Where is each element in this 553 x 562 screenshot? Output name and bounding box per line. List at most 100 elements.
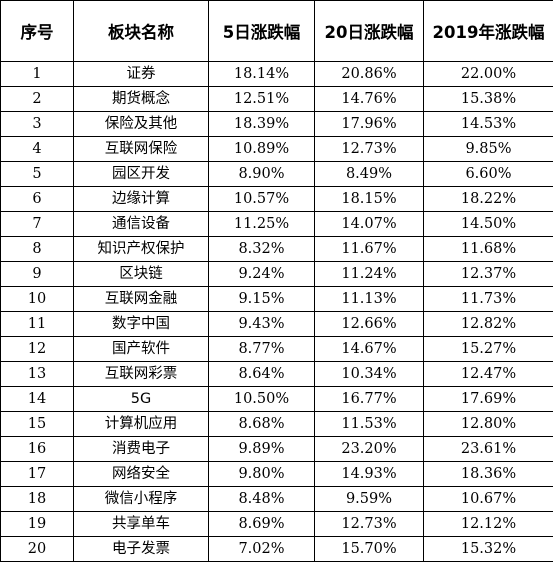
cell-sector-name[interactable]: 数字中国 (74, 312, 209, 337)
cell-20day-change[interactable]: 14.93% (315, 462, 424, 487)
cell-sector-name[interactable]: 消费电子 (74, 437, 209, 462)
cell-2019-change[interactable]: 11.68% (424, 237, 553, 262)
cell-sector-name[interactable]: 互联网保险 (74, 137, 209, 162)
cell-2019-change[interactable]: 22.00% (424, 62, 553, 87)
cell-20day-change[interactable]: 14.67% (315, 337, 424, 362)
cell-sector-name[interactable]: 计算机应用 (74, 412, 209, 437)
cell-2019-change[interactable]: 12.80% (424, 412, 553, 437)
cell-20day-change[interactable]: 12.73% (315, 137, 424, 162)
header-cell-2019-change[interactable]: 2019年涨跌幅 (424, 1, 553, 62)
cell-index[interactable]: 20 (1, 537, 74, 562)
cell-2019-change[interactable]: 14.50% (424, 212, 553, 237)
cell-index[interactable]: 17 (1, 462, 74, 487)
cell-sector-name[interactable]: 证券 (74, 62, 209, 87)
cell-index[interactable]: 1 (1, 62, 74, 87)
cell-index[interactable]: 3 (1, 112, 74, 137)
cell-sector-name[interactable]: 保险及其他 (74, 112, 209, 137)
cell-5day-change[interactable]: 8.68% (209, 412, 315, 437)
cell-5day-change[interactable]: 18.14% (209, 62, 315, 87)
cell-sector-name[interactable]: 国产软件 (74, 337, 209, 362)
cell-index[interactable]: 15 (1, 412, 74, 437)
cell-index[interactable]: 19 (1, 512, 74, 537)
cell-20day-change[interactable]: 23.20% (315, 437, 424, 462)
header-cell-5day-change[interactable]: 5日涨跌幅 (209, 1, 315, 62)
cell-5day-change[interactable]: 10.57% (209, 187, 315, 212)
cell-index[interactable]: 5 (1, 162, 74, 187)
cell-20day-change[interactable]: 15.70% (315, 537, 424, 562)
cell-20day-change[interactable]: 14.07% (315, 212, 424, 237)
cell-index[interactable]: 4 (1, 137, 74, 162)
cell-2019-change[interactable]: 12.37% (424, 262, 553, 287)
cell-index[interactable]: 8 (1, 237, 74, 262)
cell-2019-change[interactable]: 12.82% (424, 312, 553, 337)
cell-index[interactable]: 14 (1, 387, 74, 412)
cell-sector-name[interactable]: 5G (74, 387, 209, 412)
cell-5day-change[interactable]: 10.50% (209, 387, 315, 412)
cell-sector-name[interactable]: 知识产权保护 (74, 237, 209, 262)
cell-20day-change[interactable]: 11.67% (315, 237, 424, 262)
cell-index[interactable]: 12 (1, 337, 74, 362)
cell-5day-change[interactable]: 9.89% (209, 437, 315, 462)
cell-sector-name[interactable]: 微信小程序 (74, 487, 209, 512)
cell-index[interactable]: 10 (1, 287, 74, 312)
cell-20day-change[interactable]: 12.66% (315, 312, 424, 337)
cell-20day-change[interactable]: 12.73% (315, 512, 424, 537)
cell-sector-name[interactable]: 区块链 (74, 262, 209, 287)
cell-2019-change[interactable]: 10.67% (424, 487, 553, 512)
cell-5day-change[interactable]: 8.32% (209, 237, 315, 262)
cell-index[interactable]: 11 (1, 312, 74, 337)
cell-5day-change[interactable]: 9.80% (209, 462, 315, 487)
cell-2019-change[interactable]: 17.69% (424, 387, 553, 412)
cell-5day-change[interactable]: 18.39% (209, 112, 315, 137)
cell-5day-change[interactable]: 8.69% (209, 512, 315, 537)
cell-sector-name[interactable]: 边缘计算 (74, 187, 209, 212)
cell-sector-name[interactable]: 共享单车 (74, 512, 209, 537)
cell-20day-change[interactable]: 11.24% (315, 262, 424, 287)
cell-5day-change[interactable]: 11.25% (209, 212, 315, 237)
cell-2019-change[interactable]: 12.12% (424, 512, 553, 537)
cell-index[interactable]: 16 (1, 437, 74, 462)
cell-index[interactable]: 2 (1, 87, 74, 112)
cell-index[interactable]: 7 (1, 212, 74, 237)
cell-2019-change[interactable]: 12.47% (424, 362, 553, 387)
cell-2019-change[interactable]: 11.73% (424, 287, 553, 312)
cell-20day-change[interactable]: 16.77% (315, 387, 424, 412)
cell-20day-change[interactable]: 17.96% (315, 112, 424, 137)
cell-5day-change[interactable]: 9.43% (209, 312, 315, 337)
cell-5day-change[interactable]: 8.64% (209, 362, 315, 387)
cell-index[interactable]: 18 (1, 487, 74, 512)
cell-sector-name[interactable]: 园区开发 (74, 162, 209, 187)
cell-sector-name[interactable]: 互联网彩票 (74, 362, 209, 387)
header-cell-sector-name[interactable]: 板块名称 (74, 1, 209, 62)
cell-2019-change[interactable]: 18.36% (424, 462, 553, 487)
cell-sector-name[interactable]: 期货概念 (74, 87, 209, 112)
cell-20day-change[interactable]: 8.49% (315, 162, 424, 187)
cell-2019-change[interactable]: 15.27% (424, 337, 553, 362)
cell-2019-change[interactable]: 14.53% (424, 112, 553, 137)
cell-sector-name[interactable]: 电子发票 (74, 537, 209, 562)
header-cell-index[interactable]: 序号 (1, 1, 74, 62)
cell-index[interactable]: 13 (1, 362, 74, 387)
cell-sector-name[interactable]: 互联网金融 (74, 287, 209, 312)
cell-20day-change[interactable]: 11.13% (315, 287, 424, 312)
cell-20day-change[interactable]: 14.76% (315, 87, 424, 112)
cell-5day-change[interactable]: 8.77% (209, 337, 315, 362)
cell-index[interactable]: 6 (1, 187, 74, 212)
header-cell-20day-change[interactable]: 20日涨跌幅 (315, 1, 424, 62)
cell-5day-change[interactable]: 12.51% (209, 87, 315, 112)
cell-2019-change[interactable]: 23.61% (424, 437, 553, 462)
cell-2019-change[interactable]: 15.32% (424, 537, 553, 562)
cell-20day-change[interactable]: 9.59% (315, 487, 424, 512)
cell-2019-change[interactable]: 15.38% (424, 87, 553, 112)
cell-2019-change[interactable]: 18.22% (424, 187, 553, 212)
cell-sector-name[interactable]: 通信设备 (74, 212, 209, 237)
cell-sector-name[interactable]: 网络安全 (74, 462, 209, 487)
cell-5day-change[interactable]: 9.15% (209, 287, 315, 312)
cell-5day-change[interactable]: 7.02% (209, 537, 315, 562)
cell-20day-change[interactable]: 10.34% (315, 362, 424, 387)
cell-5day-change[interactable]: 8.48% (209, 487, 315, 512)
cell-20day-change[interactable]: 18.15% (315, 187, 424, 212)
cell-20day-change[interactable]: 11.53% (315, 412, 424, 437)
cell-index[interactable]: 9 (1, 262, 74, 287)
cell-20day-change[interactable]: 20.86% (315, 62, 424, 87)
